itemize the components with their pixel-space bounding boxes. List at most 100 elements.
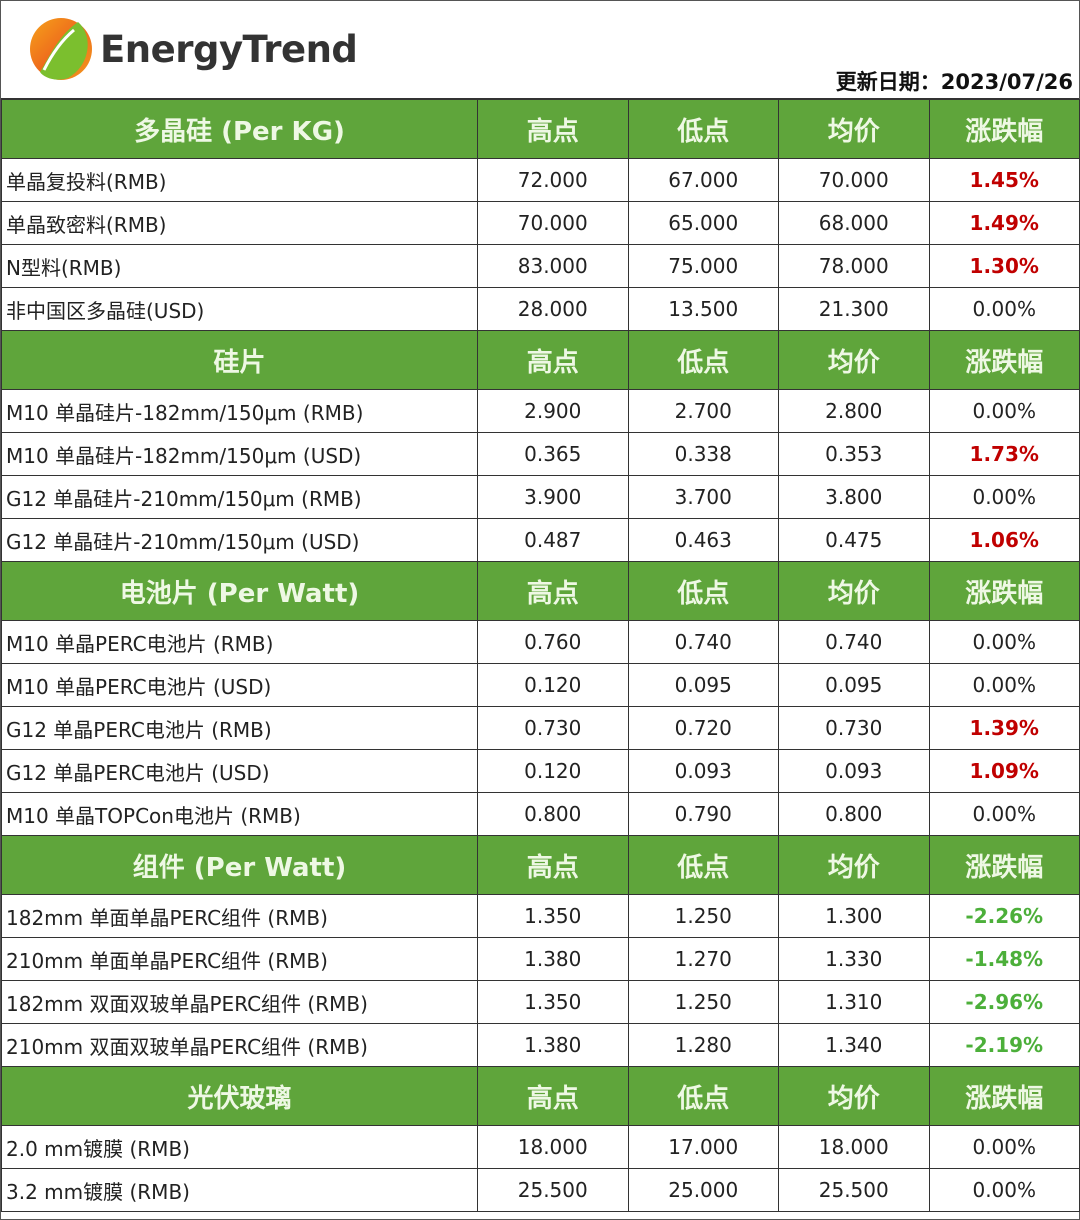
table-row: 单晶致密料(RMB) 70.000 65.000 68.000 1.49%: [1, 201, 1080, 245]
column-header: 涨跌幅: [928, 561, 1080, 621]
table-row: M10 单晶TOPCon电池片 (RMB) 0.800 0.790 0.800 0.00…: [1, 792, 1080, 836]
update-label: 更新日期：: [835, 70, 941, 94]
column-header: 高点: [477, 561, 629, 621]
column-header: 低点: [627, 561, 779, 621]
high-price: 0.120: [477, 663, 629, 707]
low-price: 0.740: [627, 620, 779, 664]
product-name: M10 单晶TOPCon电池片 (RMB): [1, 792, 478, 836]
table-row: 非中国区多晶硅(USD) 28.000 13.500 21.300 0.00%: [1, 287, 1080, 331]
price-change: -2.96%: [928, 980, 1080, 1024]
section-title: 电池片 (Per Watt): [1, 561, 478, 621]
low-price: 1.250: [627, 980, 779, 1024]
low-price: 2.700: [627, 389, 779, 433]
product-name: G12 单晶硅片-210mm/150μm (RMB): [1, 475, 478, 519]
product-name: 182mm 单面单晶PERC组件 (RMB): [1, 894, 478, 938]
average-price: 0.353: [778, 432, 930, 476]
average-price: 1.340: [778, 1023, 930, 1067]
column-header: 高点: [477, 835, 629, 895]
product-name: 单晶复投料(RMB): [1, 158, 478, 202]
product-name: 单晶致密料(RMB): [1, 201, 478, 245]
section-title: 硅片: [1, 330, 478, 390]
price-change: 1.30%: [928, 244, 1080, 288]
price-table: 多晶硅 (Per KG) 高点 低点 均价 涨跌幅 单晶复投料(RMB) 72.000 67.…: [1, 99, 1080, 1212]
high-price: 0.487: [477, 518, 629, 562]
section-title: 多晶硅 (Per KG): [1, 99, 478, 159]
column-header: 低点: [627, 1066, 779, 1126]
low-price: 13.500: [627, 287, 779, 331]
low-price: 0.338: [627, 432, 779, 476]
high-price: 0.120: [477, 749, 629, 793]
price-change: 0.00%: [928, 792, 1080, 836]
price-change: 1.39%: [928, 706, 1080, 750]
brand-logo: EnergyTrend: [28, 16, 358, 82]
average-price: 0.800: [778, 792, 930, 836]
product-name: G12 单晶PERC电池片 (USD): [1, 749, 478, 793]
average-price: 78.000: [778, 244, 930, 288]
product-name: 3.2 mm镀膜 (RMB): [1, 1168, 478, 1212]
column-header: 低点: [627, 330, 779, 390]
high-price: 83.000: [477, 244, 629, 288]
sheet-header: EnergyTrend 更新日期：2023/07/26: [1, 1, 1079, 99]
low-price: 17.000: [627, 1125, 779, 1169]
high-price: 1.380: [477, 1023, 629, 1067]
average-price: 1.330: [778, 937, 930, 981]
low-price: 65.000: [627, 201, 779, 245]
table-row: G12 单晶硅片-210mm/150μm (USD) 0.487 0.463 0.47…: [1, 518, 1080, 562]
high-price: 0.800: [477, 792, 629, 836]
price-change: 0.00%: [928, 1168, 1080, 1212]
column-header: 低点: [627, 835, 779, 895]
average-price: 0.475: [778, 518, 930, 562]
price-change: 1.73%: [928, 432, 1080, 476]
product-name: 210mm 双面双玻单晶PERC组件 (RMB): [1, 1023, 478, 1067]
column-header: 均价: [778, 1066, 930, 1126]
column-header: 涨跌幅: [928, 1066, 1080, 1126]
column-header: 涨跌幅: [928, 330, 1080, 390]
high-price: 1.380: [477, 937, 629, 981]
update-date: 更新日期：2023/07/26: [836, 66, 1073, 96]
average-price: 0.740: [778, 620, 930, 664]
update-value: 2023/07/26: [940, 70, 1073, 94]
column-header: 涨跌幅: [928, 835, 1080, 895]
high-price: 28.000: [477, 287, 629, 331]
high-price: 0.730: [477, 706, 629, 750]
section-title: 光伏玻璃: [1, 1066, 478, 1126]
leaf-logo-icon: [30, 18, 92, 80]
table-row: 210mm 单面单晶PERC组件 (RMB) 1.380 1.270 1.330 -1.…: [1, 937, 1080, 981]
column-header: 低点: [627, 99, 779, 159]
price-change: -2.19%: [928, 1023, 1080, 1067]
low-price: 0.463: [627, 518, 779, 562]
average-price: 3.800: [778, 475, 930, 519]
product-name: 182mm 双面双玻单晶PERC组件 (RMB): [1, 980, 478, 1024]
price-change: 1.06%: [928, 518, 1080, 562]
price-change: -2.26%: [928, 894, 1080, 938]
average-price: 0.095: [778, 663, 930, 707]
section-title: 组件 (Per Watt): [1, 835, 478, 895]
high-price: 3.900: [477, 475, 629, 519]
price-change: 0.00%: [928, 287, 1080, 331]
high-price: 1.350: [477, 894, 629, 938]
high-price: 70.000: [477, 201, 629, 245]
section-header: 多晶硅 (Per KG) 高点 低点 均价 涨跌幅: [1, 99, 1080, 159]
low-price: 0.093: [627, 749, 779, 793]
average-price: 25.500: [778, 1168, 930, 1212]
product-name: M10 单晶PERC电池片 (USD): [1, 663, 478, 707]
section-header: 光伏玻璃 高点 低点 均价 涨跌幅: [1, 1066, 1080, 1126]
low-price: 0.790: [627, 792, 779, 836]
product-name: M10 单晶硅片-182mm/150μm (USD): [1, 432, 478, 476]
average-price: 18.000: [778, 1125, 930, 1169]
price-change: 0.00%: [928, 620, 1080, 664]
high-price: 25.500: [477, 1168, 629, 1212]
average-price: 68.000: [778, 201, 930, 245]
table-row: 单晶复投料(RMB) 72.000 67.000 70.000 1.45%: [1, 158, 1080, 202]
average-price: 21.300: [778, 287, 930, 331]
section-header: 电池片 (Per Watt) 高点 低点 均价 涨跌幅: [1, 561, 1080, 621]
section-header: 硅片 高点 低点 均价 涨跌幅: [1, 330, 1080, 390]
average-price: 70.000: [778, 158, 930, 202]
column-header: 均价: [778, 330, 930, 390]
average-price: 0.730: [778, 706, 930, 750]
low-price: 0.095: [627, 663, 779, 707]
column-header: 高点: [477, 99, 629, 159]
high-price: 72.000: [477, 158, 629, 202]
product-name: 2.0 mm镀膜 (RMB): [1, 1125, 478, 1169]
